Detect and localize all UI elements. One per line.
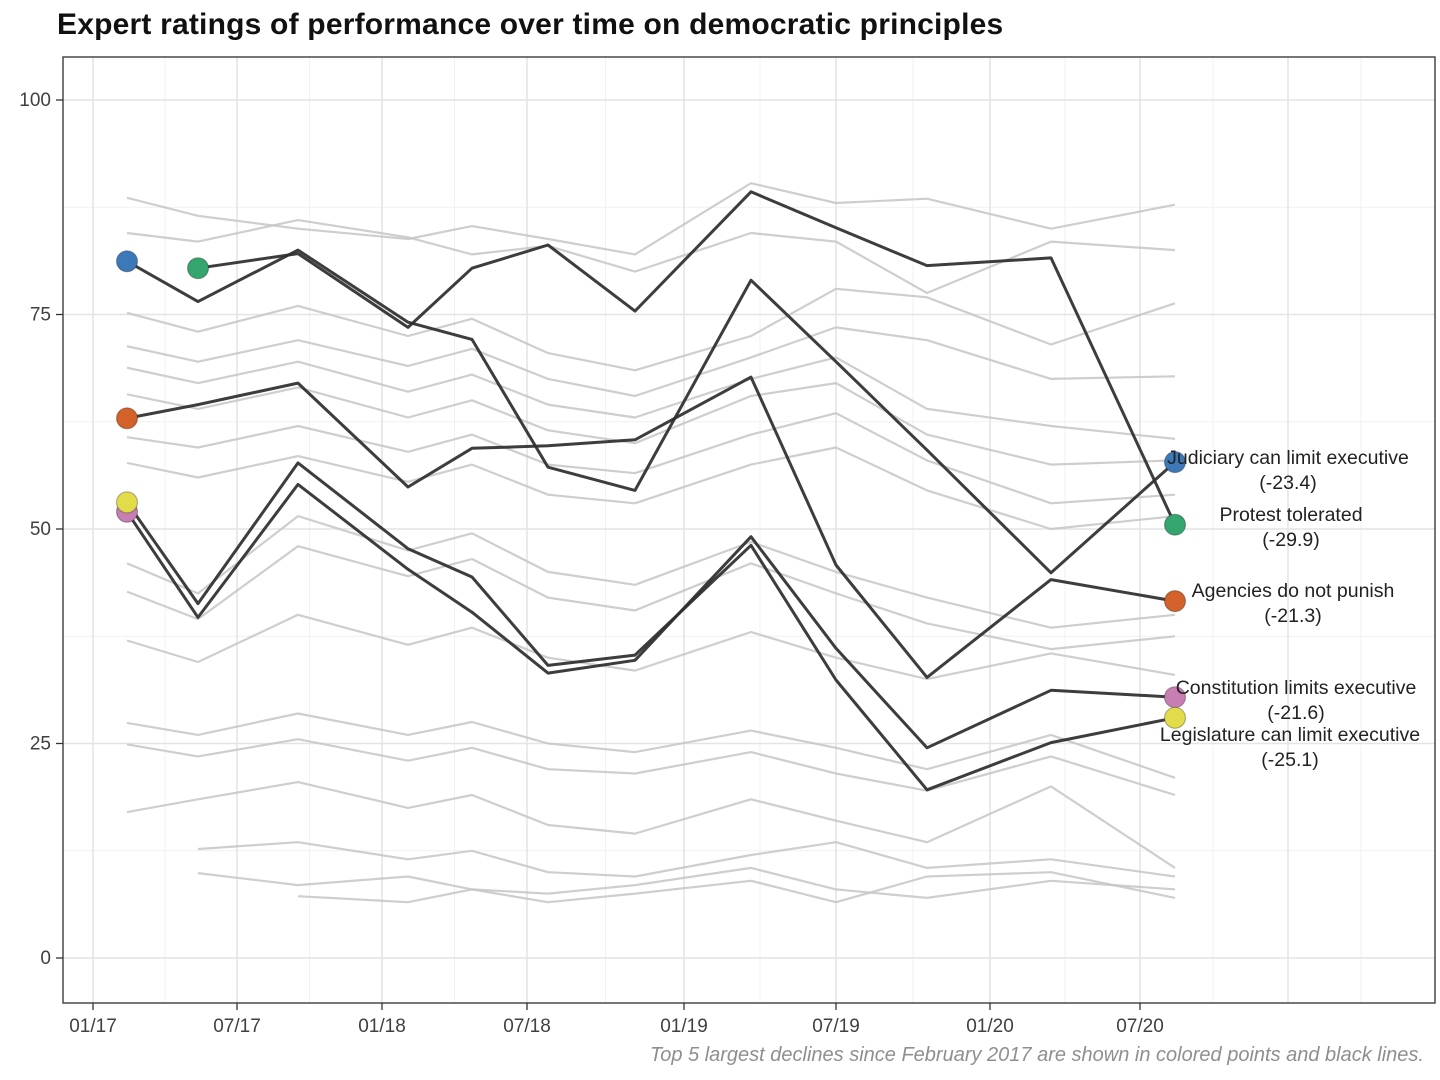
x-tick-label-2: 01/18 bbox=[358, 1016, 406, 1037]
gray-series-line-17 bbox=[297, 871, 1176, 904]
panel-border bbox=[62, 56, 1436, 1004]
gray-series-line-7 bbox=[126, 412, 1176, 505]
gray-series-line-13 bbox=[126, 738, 1176, 797]
data-point-judiciary-end bbox=[1163, 451, 1187, 474]
x-tick-label-7: 07/20 bbox=[1116, 1016, 1164, 1037]
chart-caption: Top 5 largest declines since February 20… bbox=[649, 1044, 1424, 1066]
x-tick-label-1: 07/17 bbox=[213, 1016, 261, 1037]
annotation-label-1: Judiciary can limit executive bbox=[1167, 447, 1409, 469]
gray-series-line-5 bbox=[126, 356, 1176, 440]
x-tick-label-3: 07/18 bbox=[503, 1016, 551, 1037]
series-line-constitution bbox=[125, 482, 1176, 750]
series-line-legislature bbox=[125, 461, 1176, 792]
annotation-label-4: Constitution limits executive bbox=[1176, 677, 1417, 699]
y-tick-label-3: 75 bbox=[30, 305, 51, 326]
x-tick-label-6: 01/20 bbox=[966, 1016, 1014, 1037]
plot-panel bbox=[63, 57, 1435, 1003]
y-tick-label-0: 0 bbox=[40, 948, 51, 969]
data-point-judiciary-start bbox=[115, 250, 139, 273]
series-line-protest bbox=[197, 190, 1177, 526]
data-point-agencies-end bbox=[1163, 589, 1187, 613]
gray-series-line-4 bbox=[126, 326, 1176, 398]
series-line-agencies bbox=[126, 375, 1176, 679]
gray-series-line-2 bbox=[126, 219, 1176, 295]
gray-series-line-6 bbox=[126, 382, 1176, 466]
x-tick-label-0: 01/17 bbox=[69, 1016, 117, 1037]
gray-series-line-1 bbox=[126, 182, 1176, 256]
y-tick-label-2: 50 bbox=[30, 519, 51, 540]
annotation-decline-5: (-25.1) bbox=[1261, 749, 1318, 771]
gray-series-line-12 bbox=[126, 712, 1176, 779]
annotation-label-3: Agencies do not punish bbox=[1192, 580, 1395, 602]
gray-series-line-10 bbox=[126, 545, 1176, 651]
data-point-protest-start bbox=[186, 257, 210, 280]
data-point-legislature-start bbox=[115, 491, 139, 514]
data-point-agencies-start bbox=[115, 407, 139, 430]
annotation-label-5: Legislature can limit executive bbox=[1160, 724, 1420, 746]
annotation-label-2: Protest tolerated bbox=[1219, 504, 1362, 526]
gray-series-line-16 bbox=[197, 866, 1176, 899]
gray-series-line-15 bbox=[197, 841, 1176, 878]
data-point-legislature-end bbox=[1163, 706, 1187, 729]
annotation-decline-4: (-21.6) bbox=[1267, 702, 1324, 724]
y-tick-label-4: 100 bbox=[19, 90, 51, 111]
x-tick-label-5: 07/19 bbox=[812, 1016, 860, 1037]
gray-series-line-3 bbox=[126, 287, 1176, 372]
annotation-decline-1: (-23.4) bbox=[1259, 472, 1316, 494]
annotation-decline-2: (-29.9) bbox=[1262, 529, 1319, 551]
annotation-decline-3: (-21.3) bbox=[1264, 605, 1321, 627]
chart-title: Expert ratings of performance over time … bbox=[57, 8, 1004, 41]
gray-series-line-14 bbox=[126, 781, 1176, 869]
y-tick-label-1: 25 bbox=[30, 734, 51, 755]
gray-series-line-8 bbox=[126, 446, 1176, 531]
series-line-judiciary bbox=[126, 248, 1176, 575]
gray-series-line-9 bbox=[126, 515, 1176, 629]
gray-series-line-11 bbox=[126, 613, 1176, 681]
data-point-protest-end bbox=[1163, 513, 1187, 536]
x-tick-label-4: 01/19 bbox=[660, 1016, 708, 1037]
